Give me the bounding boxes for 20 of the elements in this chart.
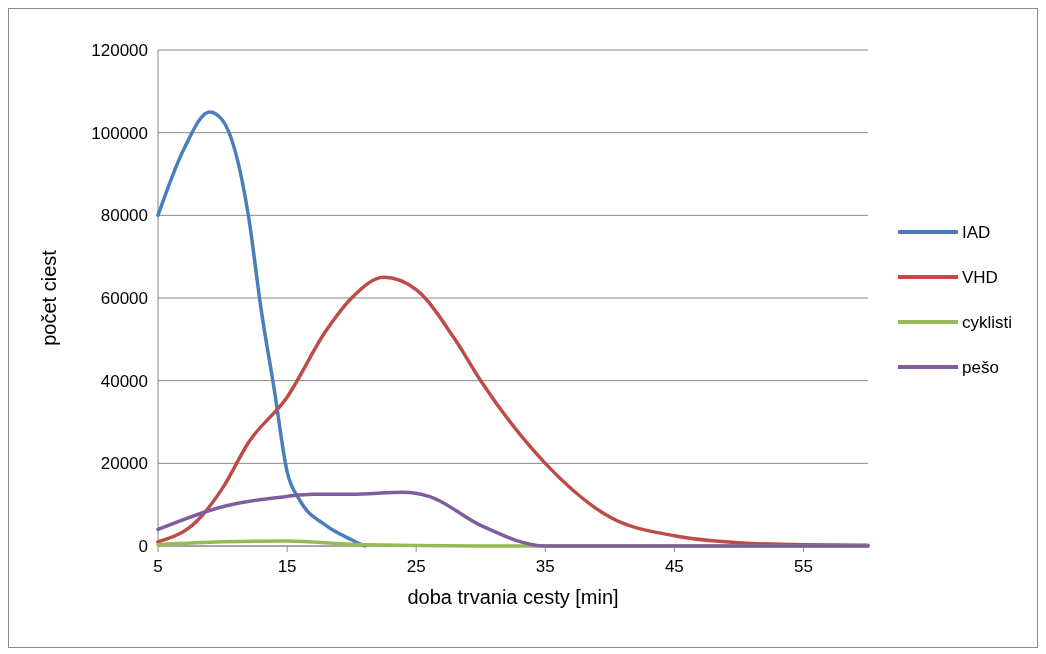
- legend-label: VHD: [962, 268, 998, 287]
- x-tick-label: 5: [153, 557, 163, 576]
- y-tick-label: 100000: [91, 123, 148, 143]
- legend-label: IAD: [962, 223, 991, 242]
- y-tick-label: 0: [138, 537, 148, 556]
- y-axis-title: počet ciest: [38, 249, 60, 346]
- y-tick-label: 80000: [100, 206, 148, 226]
- x-tick-label: 15: [277, 557, 297, 576]
- y-tick-label: 60000: [100, 289, 148, 308]
- y-tick-label: 40000: [100, 371, 148, 391]
- y-tick-label: 120000: [91, 41, 148, 60]
- x-tick-label: 35: [535, 557, 555, 576]
- x-tick-label: 55: [793, 557, 813, 576]
- line-series: [156, 110, 367, 548]
- legend-label: cyklisti: [962, 313, 1013, 332]
- x-tick-label: 25: [406, 557, 426, 576]
- y-tick-label: 20000: [100, 454, 148, 474]
- legend-label: pešo: [962, 358, 999, 377]
- x-axis-title: doba trvania cesty [min]: [407, 586, 619, 608]
- x-tick-label: 45: [664, 557, 684, 576]
